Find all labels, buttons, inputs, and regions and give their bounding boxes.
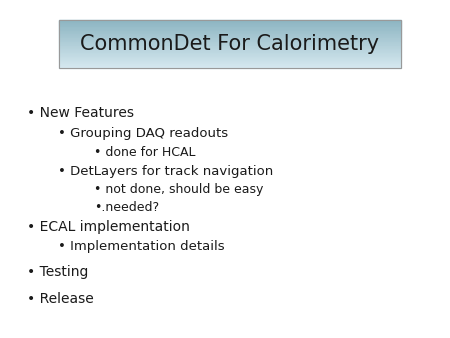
Bar	[58, 67, 400, 68]
Bar	[58, 45, 400, 46]
Text: • not done, should be easy: • not done, should be easy	[94, 184, 264, 196]
Bar	[58, 61, 400, 62]
Bar	[58, 54, 400, 55]
Bar	[58, 46, 400, 47]
Bar	[58, 42, 400, 43]
Text: • done for HCAL: • done for HCAL	[94, 146, 196, 159]
Bar	[58, 37, 400, 38]
Bar	[58, 32, 400, 33]
Bar	[58, 24, 400, 25]
Bar	[58, 65, 400, 66]
Bar	[58, 33, 400, 34]
Bar	[58, 66, 400, 67]
Bar	[58, 59, 400, 60]
Bar	[58, 21, 400, 22]
Text: • Testing: • Testing	[27, 265, 88, 279]
Bar	[58, 39, 400, 40]
Bar	[58, 64, 400, 65]
Bar	[58, 36, 400, 37]
Bar	[58, 38, 400, 39]
Bar	[58, 56, 400, 57]
Bar	[58, 31, 400, 32]
Bar	[58, 55, 400, 56]
Bar	[58, 28, 400, 29]
Bar	[58, 53, 400, 54]
Text: • Implementation details: • Implementation details	[58, 240, 225, 252]
Bar	[58, 26, 400, 27]
Bar	[58, 58, 400, 59]
Bar	[58, 44, 400, 45]
Bar	[58, 62, 400, 63]
Bar	[58, 50, 400, 51]
Bar	[58, 40, 400, 41]
Bar	[58, 57, 400, 58]
Bar	[58, 52, 400, 53]
Bar	[58, 47, 400, 48]
Bar	[58, 34, 400, 35]
Bar	[58, 22, 400, 23]
Bar	[58, 35, 400, 36]
Text: •.needed?: •.needed?	[94, 201, 160, 214]
Bar	[58, 23, 400, 24]
Text: • Release: • Release	[27, 292, 94, 306]
Bar	[58, 60, 400, 61]
Bar	[58, 27, 400, 28]
Bar	[58, 49, 400, 50]
Text: • New Features: • New Features	[27, 106, 134, 120]
Bar	[58, 30, 400, 31]
Text: • Grouping DAQ readouts: • Grouping DAQ readouts	[58, 127, 229, 140]
Bar	[58, 20, 400, 68]
Bar	[58, 29, 400, 30]
Bar	[58, 25, 400, 26]
Bar	[58, 41, 400, 42]
Bar	[58, 51, 400, 52]
Bar	[58, 20, 400, 21]
Bar	[58, 43, 400, 44]
Text: • DetLayers for track navigation: • DetLayers for track navigation	[58, 165, 274, 178]
Bar	[58, 48, 400, 49]
Bar	[58, 63, 400, 64]
Text: CommonDet For Calorimetry: CommonDet For Calorimetry	[80, 34, 379, 54]
Text: • ECAL implementation: • ECAL implementation	[27, 220, 190, 234]
